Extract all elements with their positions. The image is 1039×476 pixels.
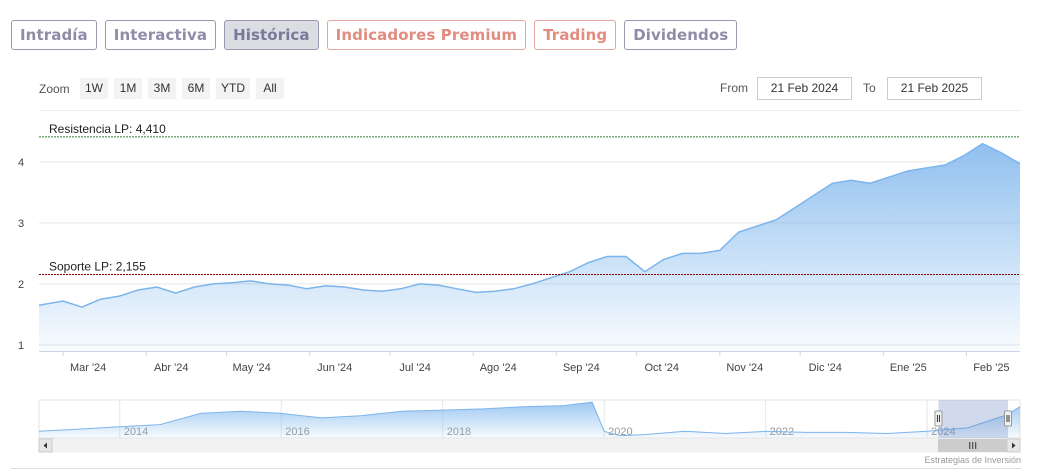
series-area-fill (39, 143, 1020, 351)
navigator-left-handle[interactable] (934, 410, 943, 427)
navigator-area (39, 402, 1020, 438)
chevron-left-icon (43, 442, 47, 449)
y-tick-label: 4 (18, 157, 24, 169)
zoom-3m-button[interactable]: 3M (148, 78, 176, 99)
y-tick-label: 3 (18, 218, 24, 230)
x-tick-label: Abr '24 (154, 362, 189, 374)
zoom-label: Zoom (39, 82, 70, 96)
x-tick-label: Dic '24 (809, 362, 842, 374)
chart-credit: Estrategias de Inversión (924, 455, 1021, 465)
price-area (38, 142, 1021, 352)
x-tick-label: Sep '24 (563, 362, 600, 374)
y-tick-label: 1 (18, 340, 24, 352)
tab-intradia[interactable]: Intradía (11, 20, 97, 50)
bottom-rule (11, 468, 1021, 469)
navigator-right-handle[interactable] (1004, 410, 1012, 427)
tab-interactiva[interactable]: Interactiva (104, 20, 217, 50)
navigator-line (38, 401, 1021, 437)
zoom-1m-button[interactable]: 1M (114, 78, 142, 99)
zoom-1w-button[interactable]: 1W (80, 78, 108, 99)
x-axis-ticks: Mar '24 Abr '24 May '24 Jun '24 Jul '24 Ago '… (62, 351, 1010, 374)
x-tick-label: Jun '24 (317, 362, 352, 374)
navigator-selection (938, 400, 1008, 438)
from-date-input[interactable]: 21 Feb 2024 (757, 77, 852, 100)
zoom-all-button[interactable]: All (256, 78, 284, 99)
to-label: To (863, 81, 876, 95)
chart-tabs: Intradía Interactiva Histórica Indicador… (11, 20, 738, 50)
chevron-right-icon (1012, 442, 1016, 449)
series-line (38, 142, 1021, 308)
x-tick-label: Ene '25 (890, 362, 927, 374)
tab-historica[interactable]: Histórica (224, 20, 319, 50)
support-label: Soporte LP: 2,155 (49, 259, 146, 273)
zoom-ytd-button[interactable]: YTD (216, 78, 250, 99)
from-label: From (720, 81, 748, 95)
x-tick-label: May '24 (233, 362, 271, 374)
resistance-label: Resistencia LP: 4,410 (49, 122, 166, 136)
navigator-series: 201420162018202020222024 (38, 399, 1021, 453)
scrollbar-track (38, 438, 1021, 453)
x-tick-label: Feb '25 (973, 362, 1009, 374)
tab-indicadores-premium[interactable]: Indicadores Premium (326, 20, 527, 50)
x-tick-label: Ago '24 (480, 362, 517, 374)
annotation-lines: Resistencia LP: 4,410 Soporte LP: 2,155 (39, 122, 1020, 275)
to-date-input[interactable]: 21 Feb 2025 (887, 77, 982, 100)
x-tick-label: Oct '24 (644, 362, 679, 374)
x-tick-label: Mar '24 (70, 362, 106, 374)
y-axis-ticks: 1 2 3 4 (18, 157, 24, 352)
plot-top-rule (39, 110, 1021, 111)
x-tick-label: Jul '24 (399, 362, 430, 374)
x-tick-label: Nov '24 (726, 362, 763, 374)
tab-trading[interactable]: Trading (534, 20, 617, 50)
navigator[interactable]: 201420162018202020222024 (0, 398, 1039, 456)
zoom-buttons: 1W 1M 3M 6M YTD All (80, 78, 284, 99)
y-tick-label: 2 (18, 279, 24, 291)
price-chart: 1 2 3 4 Resistencia LP: 4,410 Soporte LP: 2,… (18, 122, 1021, 374)
tab-dividendos[interactable]: Dividendos (624, 20, 738, 50)
zoom-6m-button[interactable]: 6M (182, 78, 210, 99)
